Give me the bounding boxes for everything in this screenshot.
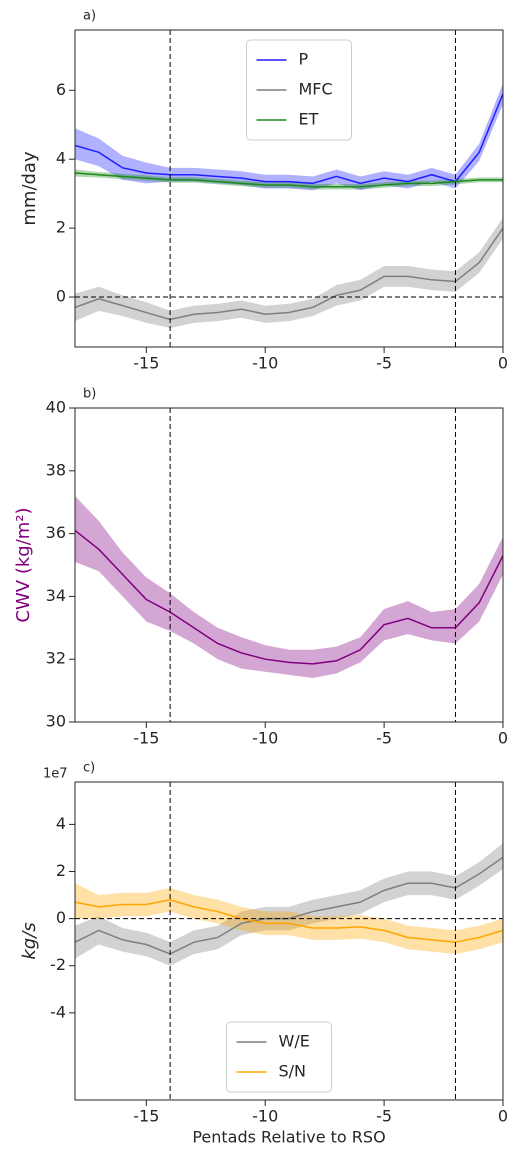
series-line	[75, 227, 503, 321]
y-tick-label: 30	[46, 712, 66, 731]
x-tick-label: -10	[252, 729, 278, 748]
confidence-band	[75, 217, 503, 329]
x-tick-label: -5	[376, 729, 392, 748]
legend-label: P	[299, 50, 309, 69]
legend-box	[226, 1021, 332, 1093]
y-tick-label: 2	[56, 218, 66, 237]
plot-area	[75, 495, 503, 679]
legend-label: W/E	[279, 1032, 310, 1051]
legend-box	[246, 39, 352, 141]
x-tick-label: -5	[376, 354, 392, 373]
confidence-band	[75, 495, 503, 679]
x-tick-label: -15	[133, 729, 159, 748]
y-tick-label: 4	[56, 814, 66, 833]
x-tick-label: -10	[252, 354, 278, 373]
y-tick-label: 0	[56, 908, 66, 927]
y-tick-label: 0	[56, 287, 66, 306]
y-axis-label: mm/day	[19, 151, 40, 226]
series-line	[75, 856, 503, 955]
panel-label: c)	[83, 761, 95, 776]
x-tick-label: 0	[498, 354, 508, 373]
legend-label: MFC	[299, 80, 333, 99]
series-line	[75, 899, 503, 943]
y-tick-label: 4	[56, 149, 66, 168]
x-tick-label: -15	[133, 1107, 159, 1126]
y-axis-label: CWV (kg/m²)	[13, 507, 34, 622]
axes-frame	[74, 781, 504, 1101]
x-tick-label: -15	[133, 354, 159, 373]
y-tick-label: -4	[50, 1002, 66, 1021]
y-tick-label: -2	[50, 955, 66, 974]
panel-label: b)	[83, 387, 96, 402]
series-line	[75, 93, 503, 185]
plot-area	[75, 83, 503, 329]
y-axis-label: kg/s	[19, 922, 40, 959]
y-tick-label: 34	[46, 586, 66, 605]
axes-frame	[74, 407, 504, 723]
series-line	[75, 529, 503, 665]
legend-label: ET	[299, 110, 319, 129]
confidence-band	[75, 83, 503, 191]
x-tick-label: -5	[376, 1107, 392, 1126]
x-tick-label: 0	[498, 729, 508, 748]
y-tick-label: 2	[56, 861, 66, 880]
panel-label: a)	[83, 9, 96, 24]
legend-label: S/N	[279, 1062, 307, 1081]
y-tick-label: 40	[46, 398, 66, 417]
y-tick-label: 32	[46, 649, 66, 668]
offset-text: 1e7	[43, 767, 68, 782]
x-tick-label: 0	[498, 1107, 508, 1126]
axes-frame	[74, 29, 504, 348]
x-tick-label: -10	[252, 1107, 278, 1126]
x-axis-label: Pentads Relative to RSO	[192, 1128, 385, 1147]
y-tick-label: 36	[46, 523, 66, 542]
plot-area	[75, 843, 503, 966]
y-tick-label: 6	[56, 80, 66, 99]
y-tick-label: 38	[46, 460, 66, 479]
series-line	[75, 172, 503, 188]
